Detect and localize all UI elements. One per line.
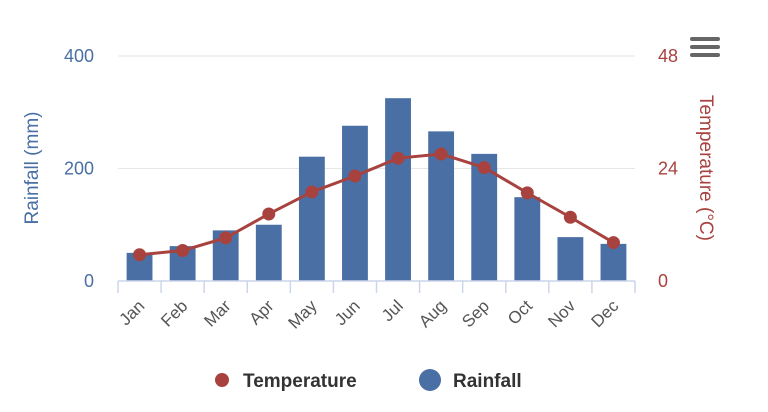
x-tick-label: Aug <box>415 296 450 331</box>
temperature-point-jan[interactable] <box>133 248 147 262</box>
x-tick-label: Feb <box>157 296 191 330</box>
y-left-tick-label: 400 <box>64 46 94 66</box>
y-right-tick-label: 48 <box>658 46 678 66</box>
y-left-tick-label: 0 <box>84 271 94 291</box>
temperature-point-may[interactable] <box>305 185 319 199</box>
y-axis-right-title: Temperature (°C) <box>695 95 716 241</box>
x-tick-label: Sep <box>458 296 493 331</box>
legend-label-temperature: Temperature <box>243 371 357 392</box>
rainfall-bar-jun[interactable] <box>342 125 368 281</box>
rainfall-bar-may[interactable] <box>298 156 325 281</box>
legend-label-rainfall: Rainfall <box>453 371 522 392</box>
rainfall-bar-jul[interactable] <box>385 98 411 281</box>
x-tick-label: Dec <box>587 296 622 331</box>
temperature-line <box>133 147 620 262</box>
legend: Temperature Rainfall <box>215 369 522 392</box>
temperature-series-line <box>139 152 615 257</box>
temperature-point-oct[interactable] <box>520 186 534 200</box>
rainfall-bar-apr[interactable] <box>255 224 282 281</box>
x-tick-label: Nov <box>544 296 579 331</box>
legend-item-temperature[interactable]: Temperature <box>215 371 357 392</box>
y-right-tick-label: 0 <box>658 271 668 291</box>
temperature-point-feb[interactable] <box>176 244 190 258</box>
gridlines <box>118 55 635 169</box>
x-tick-label: Oct <box>504 296 536 328</box>
temperature-point-mar[interactable] <box>219 231 233 245</box>
hamburger-menu-icon[interactable] <box>688 34 722 62</box>
legend-marker-temperature <box>215 373 229 387</box>
temperature-point-nov[interactable] <box>563 210 577 224</box>
temperature-point-jun[interactable] <box>348 169 362 183</box>
y-axis-left-title: Rainfall (mm) <box>22 112 43 225</box>
temperature-point-aug[interactable] <box>434 147 448 161</box>
x-tick-label: Mar <box>200 296 234 330</box>
legend-item-rainfall[interactable]: Rainfall <box>419 369 522 392</box>
temperature-point-dec[interactable] <box>606 236 620 250</box>
x-tick-label: Jan <box>116 296 149 329</box>
rainfall-bars <box>126 98 627 281</box>
rainfall-bar-sep[interactable] <box>471 153 498 281</box>
temperature-point-jul[interactable] <box>391 151 405 165</box>
temperature-point-apr[interactable] <box>262 207 276 221</box>
rainfall-bar-dec[interactable] <box>600 243 627 281</box>
y-right-tick-label: 24 <box>658 159 678 179</box>
x-tick-label: Jul <box>378 296 407 325</box>
x-axis: Jan Feb Mar Apr May Jun Jul Aug Sep Oct Nov Dec <box>116 280 636 333</box>
x-tick-label: Apr <box>245 296 277 328</box>
y-axis-left: 0 200 400 <box>64 46 94 291</box>
rainfall-bar-nov[interactable] <box>557 237 584 281</box>
rainfall-bar-oct[interactable] <box>514 197 541 281</box>
temperature-point-sep[interactable] <box>477 161 491 175</box>
x-tick-label: Jun <box>331 296 364 329</box>
legend-marker-rainfall <box>419 369 441 391</box>
y-left-tick-label: 200 <box>64 159 94 179</box>
y-axis-right: 0 24 48 <box>658 46 678 291</box>
x-tick-label: May <box>285 296 321 332</box>
